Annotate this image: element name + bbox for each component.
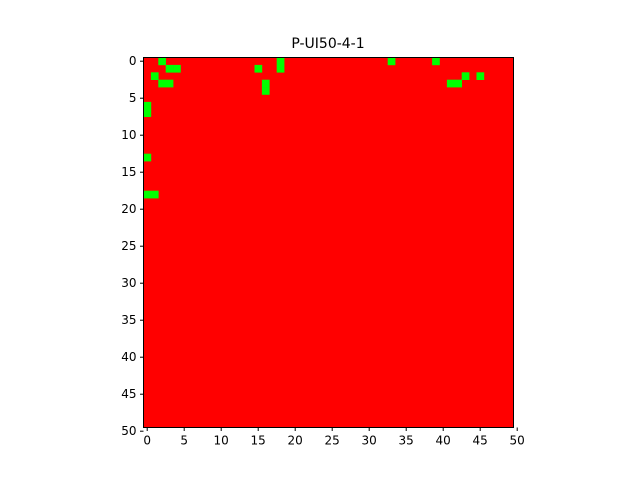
heatmap-cell — [387, 57, 396, 66]
heatmap-cell — [432, 57, 440, 66]
heatmap-cell — [454, 79, 462, 88]
heatmap-cell — [143, 190, 152, 199]
y-axis: 0 5 10 15 20 25 30 35 40 45 50 — [121, 54, 144, 438]
y-tick-label: 10 — [121, 128, 136, 142]
x-tick-label: 5 — [180, 434, 188, 448]
x-tick-label: 30 — [362, 434, 377, 448]
heatmap-cell — [158, 79, 166, 88]
x-tick-label: 45 — [473, 434, 488, 448]
heatmap-cell — [158, 57, 166, 66]
x-tick-label: 35 — [399, 434, 414, 448]
heatmap-cells — [143, 57, 514, 428]
x-tick-label: 25 — [325, 434, 340, 448]
heatmap-cell — [276, 64, 285, 73]
y-tick-label: 50 — [121, 424, 136, 438]
heatmap-cell — [150, 190, 159, 199]
y-tick-label: 45 — [121, 387, 136, 401]
y-tick-label: 0 — [129, 54, 137, 68]
heatmap-cell — [261, 87, 270, 95]
heatmap-cell — [276, 57, 285, 66]
heatmap-cell — [165, 79, 174, 88]
heatmap-cell — [143, 153, 152, 162]
heatmap-cell — [446, 79, 455, 88]
x-axis: 0 5 10 15 20 25 30 35 40 45 50 — [143, 427, 525, 448]
x-tick-label: 50 — [510, 434, 525, 448]
x-tick-label: 40 — [436, 434, 451, 448]
heatmap-cell — [476, 72, 485, 80]
heatmap-cell — [254, 64, 263, 73]
heatmap-cell — [150, 72, 159, 80]
x-tick-label: 15 — [251, 434, 266, 448]
y-tick-label: 40 — [121, 350, 136, 364]
x-tick-label: 0 — [143, 434, 151, 448]
heatmap-cell — [461, 72, 470, 80]
plot-frame — [143, 57, 514, 428]
y-tick-label: 5 — [129, 91, 137, 105]
y-tick-label: 20 — [121, 202, 136, 216]
heatmap-cell — [143, 101, 152, 110]
x-tick-label: 10 — [214, 434, 229, 448]
heatmap-cell — [173, 64, 181, 73]
x-tick-label: 20 — [288, 434, 303, 448]
chart-title: P-UI50-4-1 — [291, 36, 364, 52]
heatmap-background — [143, 57, 514, 428]
heatmap-cell — [143, 109, 152, 117]
heatmap-cell — [165, 64, 174, 73]
y-tick-label: 35 — [121, 313, 136, 327]
heatmap-cell — [261, 79, 270, 88]
y-tick-label: 15 — [121, 165, 136, 179]
y-tick-label: 30 — [121, 276, 136, 290]
y-tick-label: 25 — [121, 239, 136, 253]
